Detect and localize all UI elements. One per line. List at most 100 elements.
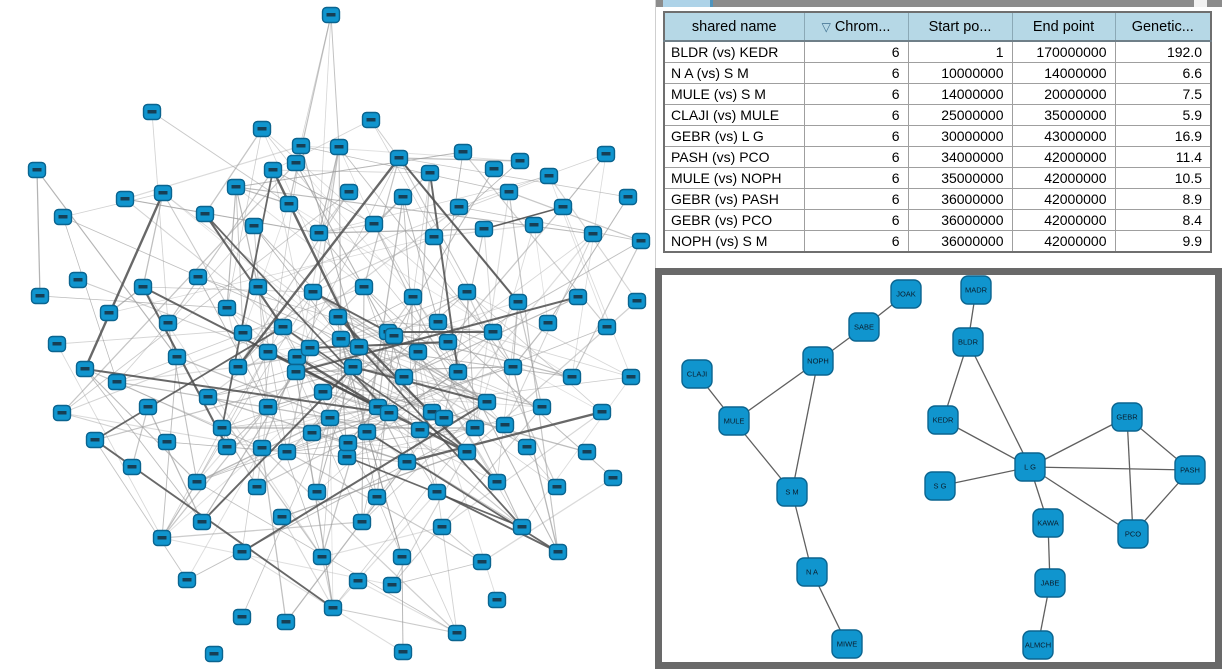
network-node[interactable] — [393, 188, 413, 206]
network-node[interactable] — [434, 409, 454, 427]
network-node[interactable] — [410, 421, 430, 439]
network-node[interactable] — [331, 330, 351, 348]
network-node[interactable] — [248, 278, 268, 296]
network-node-CLAJI[interactable]: CLAJI — [681, 359, 713, 389]
network-node[interactable] — [272, 508, 292, 526]
network-node[interactable] — [539, 167, 559, 185]
filtered-network-canvas[interactable]: CLAJI MULE NOPH SABE JOAK S M N A MIWE MADR BLDR K… — [662, 275, 1215, 662]
network-node[interactable] — [273, 318, 293, 336]
network-node-NOPH[interactable]: NOPH — [802, 346, 834, 376]
network-node[interactable] — [483, 323, 503, 341]
network-node[interactable] — [244, 217, 264, 235]
network-node[interactable] — [438, 333, 458, 351]
network-node-MIWE[interactable]: MIWE — [831, 629, 863, 659]
network-node[interactable] — [187, 473, 207, 491]
network-node[interactable] — [354, 278, 374, 296]
network-node[interactable] — [547, 478, 567, 496]
network-node[interactable] — [309, 224, 329, 242]
network-node[interactable] — [384, 327, 404, 345]
network-node[interactable] — [403, 288, 423, 306]
network-node[interactable] — [68, 271, 88, 289]
network-node[interactable] — [276, 613, 296, 631]
network-node[interactable] — [364, 215, 384, 233]
table-row[interactable]: MULE (vs) NOPH 6 35000000 42000000 10.5 — [663, 167, 1212, 189]
network-node[interactable] — [329, 138, 349, 156]
network-edge[interactable] — [1029, 466, 1191, 471]
network-node[interactable] — [357, 423, 377, 441]
network-node[interactable] — [232, 608, 252, 626]
column-header-end-point[interactable]: End point — [1011, 11, 1116, 42]
network-node[interactable] — [474, 220, 494, 238]
network-node[interactable] — [621, 368, 641, 386]
network-node[interactable] — [75, 360, 95, 378]
network-node[interactable] — [328, 308, 348, 326]
network-node[interactable] — [277, 443, 297, 461]
network-node-BLDR[interactable]: BLDR — [952, 327, 984, 357]
network-node[interactable] — [291, 137, 311, 155]
network-node[interactable] — [107, 373, 127, 391]
network-node[interactable] — [477, 393, 497, 411]
network-node[interactable] — [453, 143, 473, 161]
network-node-SABE[interactable]: SABE — [848, 312, 880, 342]
network-node[interactable] — [343, 358, 363, 376]
network-node[interactable] — [499, 183, 519, 201]
network-node-KAWA[interactable]: KAWA — [1032, 508, 1064, 538]
network-node[interactable] — [204, 645, 224, 663]
table-row[interactable]: PASH (vs) PCO 6 34000000 42000000 11.4 — [663, 146, 1212, 168]
network-node[interactable] — [367, 488, 387, 506]
network-node[interactable] — [379, 404, 399, 422]
network-node[interactable] — [212, 419, 232, 437]
network-node[interactable] — [508, 293, 528, 311]
network-node[interactable] — [352, 513, 372, 531]
network-node[interactable] — [420, 164, 440, 182]
network-node[interactable] — [133, 278, 153, 296]
column-header-start-position[interactable]: Start po... — [907, 11, 1013, 42]
network-node[interactable] — [258, 398, 278, 416]
network-node[interactable] — [337, 448, 357, 466]
network-node[interactable] — [503, 358, 523, 376]
network-node[interactable] — [512, 518, 532, 536]
network-node[interactable] — [30, 287, 50, 305]
column-header-chromosome[interactable]: ▽ Chrom... — [803, 11, 909, 42]
network-node[interactable] — [158, 314, 178, 332]
network-node[interactable] — [448, 363, 468, 381]
network-node[interactable] — [538, 314, 558, 332]
network-node-JOAK[interactable]: JOAK — [890, 279, 922, 309]
network-node[interactable] — [457, 443, 477, 461]
network-node[interactable] — [138, 398, 158, 416]
network-node[interactable] — [592, 403, 612, 421]
network-node-NA[interactable]: N A — [796, 557, 828, 587]
network-node[interactable] — [548, 543, 568, 561]
network-node[interactable] — [553, 198, 573, 216]
network-node[interactable] — [252, 439, 272, 457]
network-node[interactable] — [321, 6, 341, 24]
network-edge[interactable] — [967, 341, 1031, 468]
network-node[interactable] — [286, 363, 306, 381]
network-node[interactable] — [408, 343, 428, 361]
network-node[interactable] — [167, 348, 187, 366]
network-node[interactable] — [228, 358, 248, 376]
network-node[interactable] — [320, 409, 340, 427]
network-node-MADR[interactable]: MADR — [960, 275, 992, 305]
filter-funnel-icon[interactable]: ▽ — [821, 19, 831, 34]
network-node[interactable] — [562, 368, 582, 386]
network-node[interactable] — [303, 283, 323, 301]
table-row[interactable]: BLDR (vs) KEDR 6 1 170000000 192.0 — [663, 40, 1212, 63]
network-node[interactable] — [247, 478, 267, 496]
network-node[interactable] — [495, 416, 515, 434]
network-node[interactable] — [349, 338, 369, 356]
network-edge[interactable] — [791, 360, 819, 493]
network-node[interactable] — [597, 318, 617, 336]
network-node[interactable] — [583, 225, 603, 243]
network-node[interactable] — [484, 160, 504, 178]
network-node[interactable] — [449, 198, 469, 216]
network-node[interactable] — [397, 453, 417, 471]
network-node[interactable] — [424, 228, 444, 246]
network-node[interactable] — [198, 388, 218, 406]
column-header-shared-name[interactable]: shared name — [663, 11, 805, 42]
network-node[interactable] — [394, 368, 414, 386]
network-edge[interactable] — [1126, 416, 1134, 535]
network-node[interactable] — [226, 178, 246, 196]
network-node[interactable] — [115, 190, 135, 208]
network-node-GEBR[interactable]: GEBR — [1111, 402, 1143, 432]
